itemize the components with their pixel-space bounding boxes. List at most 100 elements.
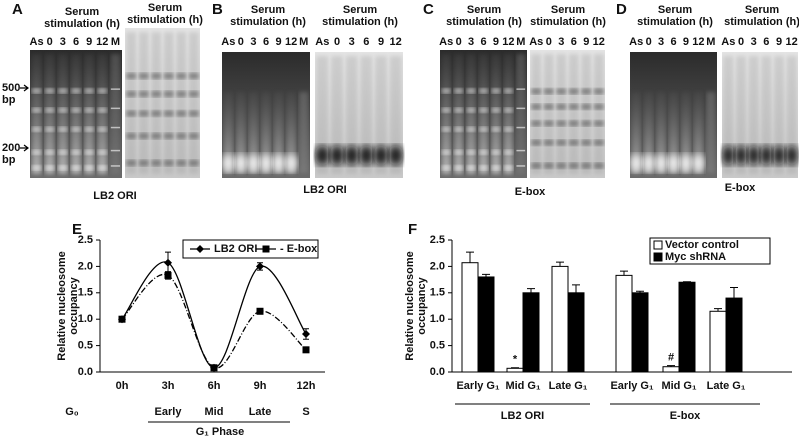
lane-label: M xyxy=(706,36,715,48)
lane-label: 0 xyxy=(47,36,53,48)
phase-group: G₁ Phase xyxy=(196,426,245,438)
gel-band xyxy=(138,110,149,117)
gel-band xyxy=(58,107,68,113)
gel-band xyxy=(126,110,137,117)
error-bar xyxy=(667,365,675,367)
gel-band xyxy=(543,139,554,146)
gel-lane xyxy=(151,32,162,174)
gel-header: stimulation (h) xyxy=(44,18,120,30)
lane-label: 12 xyxy=(593,36,605,48)
gel-band xyxy=(151,91,162,97)
lane-label: 0 xyxy=(238,36,244,48)
gel-band xyxy=(45,149,55,155)
y-axis-label: Relative nucleosome xyxy=(56,251,68,360)
gel-band xyxy=(45,165,55,171)
lane-label: 6 xyxy=(263,36,269,48)
y-tick-label: 0.5 xyxy=(78,340,93,352)
gel-band xyxy=(31,165,42,171)
gel-band xyxy=(71,126,81,132)
panel-letter: E xyxy=(72,221,82,238)
gel-band xyxy=(466,165,476,171)
gel-band xyxy=(188,160,199,166)
lane-label: 12 xyxy=(786,36,798,48)
gel-band xyxy=(373,145,389,166)
gel-lane xyxy=(45,54,55,174)
lane-label: 0 xyxy=(334,36,340,48)
gel-lane xyxy=(375,56,387,174)
gel-band xyxy=(722,145,735,166)
bar xyxy=(615,274,633,373)
gel-band xyxy=(138,160,149,166)
phase-label: Late xyxy=(249,406,272,418)
marker-size: 200 xyxy=(2,142,20,154)
annotation: # xyxy=(668,352,674,364)
gel-band xyxy=(479,107,488,113)
gel-lane xyxy=(681,92,691,173)
gel-band xyxy=(151,110,162,117)
y-tick-label: 1.5 xyxy=(430,287,445,299)
lane-label: 6 xyxy=(480,36,486,48)
gel-lane xyxy=(543,54,554,174)
error-bar xyxy=(714,308,722,312)
legend-label: LB2 ORI xyxy=(214,243,257,255)
gel-lane xyxy=(331,56,343,174)
gel-band xyxy=(491,165,501,171)
legend-label: Myc shRNA xyxy=(665,251,726,263)
gel-band xyxy=(479,88,488,94)
gel-band xyxy=(272,153,285,172)
gel-lane xyxy=(723,56,734,174)
lane-label: 0 xyxy=(546,36,552,48)
gel-band xyxy=(344,145,359,166)
gel-band xyxy=(568,120,579,127)
gel-header: Serum xyxy=(551,4,585,16)
gel-band xyxy=(581,139,592,146)
gel-band xyxy=(176,160,187,166)
panel-letter: D xyxy=(616,1,627,18)
gel-band xyxy=(454,126,463,132)
gel-band xyxy=(284,153,298,172)
phase-label: S xyxy=(302,406,309,418)
gel-lane xyxy=(454,54,463,174)
y-tick-label: 0.5 xyxy=(430,340,445,352)
bar xyxy=(678,281,696,373)
gel-band xyxy=(58,149,68,155)
gel-lane xyxy=(31,54,42,174)
y-tick-label: 1.0 xyxy=(430,313,445,325)
gel-lane xyxy=(773,56,785,174)
gel-lane xyxy=(126,32,137,174)
bar xyxy=(506,367,524,373)
gel-header: Serum xyxy=(65,6,99,18)
gel-band xyxy=(163,91,174,97)
gel-band xyxy=(466,107,476,113)
y-tick-label: 1.5 xyxy=(78,287,93,299)
gel-header: Serum xyxy=(658,4,692,16)
gel-band xyxy=(163,133,174,139)
gel-band xyxy=(556,162,567,169)
gel-band xyxy=(504,126,513,132)
x-tick-label: 3h xyxy=(162,380,175,392)
gel-lane xyxy=(360,56,373,174)
panel-letter: B xyxy=(212,1,223,18)
x-tick-label: Mid G₁ xyxy=(505,380,541,392)
marker-size: 500 xyxy=(2,82,20,94)
gel-band xyxy=(556,120,567,127)
gel-band xyxy=(441,126,451,132)
error-bar xyxy=(482,273,490,277)
gel-band xyxy=(110,165,121,167)
bar xyxy=(725,297,743,373)
gel-band xyxy=(516,88,526,90)
gel-lane xyxy=(531,54,542,174)
gel-band xyxy=(568,162,579,169)
gel-lane xyxy=(556,54,567,174)
gel-band xyxy=(71,88,81,94)
gel-band xyxy=(45,107,55,113)
gel-lane xyxy=(345,56,358,174)
gel-band xyxy=(110,149,121,152)
lane-label: 0 xyxy=(646,36,652,48)
lane-label: M xyxy=(299,36,308,48)
gel-band xyxy=(259,153,273,172)
gel-band xyxy=(479,149,488,155)
lane-label: 12 xyxy=(692,36,704,48)
gel-band xyxy=(479,165,488,171)
